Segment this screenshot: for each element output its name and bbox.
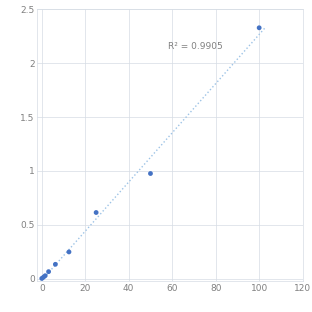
Point — [41, 275, 46, 280]
Point — [43, 273, 48, 278]
Point — [257, 25, 262, 30]
Point — [148, 171, 153, 176]
Point — [46, 269, 51, 274]
Point — [94, 210, 99, 215]
Text: R² = 0.9905: R² = 0.9905 — [168, 42, 223, 51]
Point — [39, 276, 44, 281]
Point — [66, 249, 71, 254]
Point — [53, 262, 58, 267]
